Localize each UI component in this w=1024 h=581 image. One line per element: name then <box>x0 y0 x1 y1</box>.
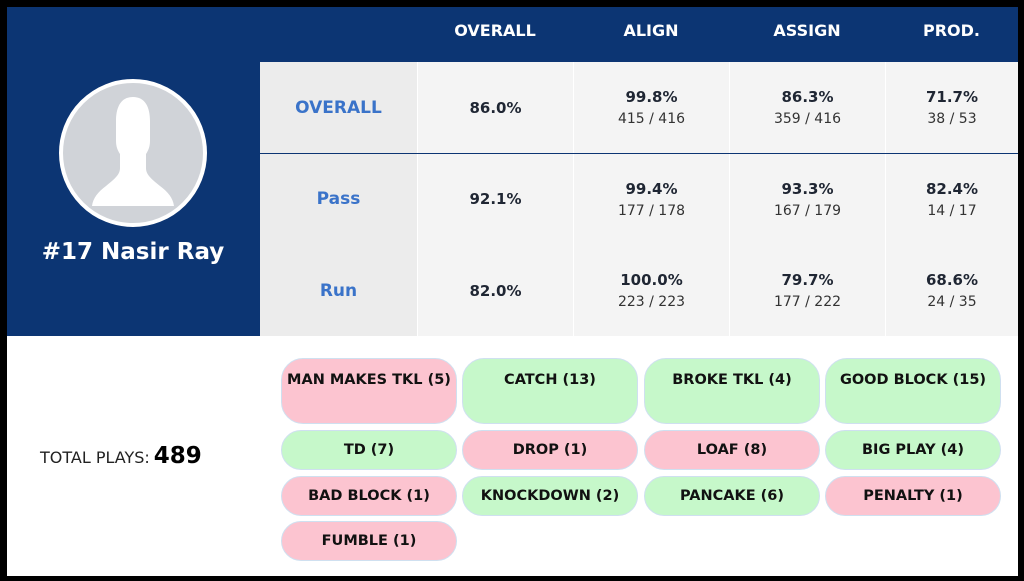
align-fraction: 415 / 416 <box>617 111 686 127</box>
total-plays-value: 489 <box>153 443 202 469</box>
row-label: Pass <box>260 153 417 245</box>
align-cell: 100.0% 223 / 223 <box>573 245 729 336</box>
assign-cell: 93.3% 167 / 179 <box>729 153 885 245</box>
tag-pos: BIG PLAY (4) <box>825 430 1001 470</box>
prod-fraction: 38 / 53 <box>927 111 977 127</box>
tag-neg: LOAF (8) <box>644 430 820 470</box>
prod-pct: 82.4% <box>925 179 979 198</box>
row-label: Run <box>260 245 417 336</box>
align-cell: 99.8% 415 / 416 <box>573 62 729 153</box>
align-pct: 99.4% <box>625 179 678 198</box>
tag-neg: MAN MAKES TKL (5) <box>281 358 457 424</box>
align-pct: 99.8% <box>625 88 678 106</box>
overall-pct: 86.0% <box>469 98 522 117</box>
align-fraction: 223 / 223 <box>617 294 686 310</box>
player-card: OVERALL ALIGN ASSIGN PROD. #17 Nasir Ray… <box>7 7 1018 576</box>
overall-pct: 82.0% <box>469 281 522 300</box>
align-fraction: 177 / 178 <box>617 202 686 219</box>
stats-panel: OVERALL ALIGN ASSIGN PROD. #17 Nasir Ray… <box>7 7 1018 336</box>
assign-cell: 79.7% 177 / 222 <box>729 245 885 336</box>
overall-cell: 86.0% <box>417 62 573 153</box>
assign-pct: 79.7% <box>781 271 834 289</box>
table-row: OVERALL 86.0% 99.8% 415 / 416 86.3% 359 / 416… <box>260 62 1018 153</box>
tag-neg: PENALTY (1) <box>825 476 1001 516</box>
tag-pos: PANCAKE (6) <box>644 476 820 516</box>
tag-neg: FUMBLE (1) <box>281 521 457 561</box>
prod-cell: 71.7% 38 / 53 <box>885 62 1018 153</box>
tag-pos: CATCH (13) <box>462 358 638 424</box>
align-cell: 99.4% 177 / 178 <box>573 153 729 245</box>
overall-pct: 92.1% <box>469 190 522 208</box>
table-row: Run 82.0% 100.0% 223 / 223 79.7% 177 / 222 68.… <box>260 245 1018 336</box>
person-silhouette-icon <box>92 97 174 206</box>
assign-fraction: 359 / 416 <box>773 111 842 127</box>
prod-fraction: 14 / 17 <box>927 202 977 219</box>
player-name: #17 Nasir Ray <box>41 239 225 265</box>
overall-cell: 82.0% <box>417 245 573 336</box>
tag-pos: KNOCKDOWN (2) <box>462 476 638 516</box>
tag-pos: TD (7) <box>281 430 457 470</box>
assign-cell: 86.3% 359 / 416 <box>729 62 885 153</box>
align-pct: 100.0% <box>620 271 683 289</box>
assign-pct: 86.3% <box>781 88 834 106</box>
tag-pos: GOOD BLOCK (15) <box>825 358 1001 424</box>
total-plays-label: TOTAL PLAYS: <box>40 448 150 467</box>
row-label: OVERALL <box>260 62 417 153</box>
col-header-assign: ASSIGN <box>773 21 841 40</box>
prod-cell: 82.4% 14 / 17 <box>885 153 1018 245</box>
col-header-align: ALIGN <box>623 21 679 40</box>
tag-neg: DROP (1) <box>462 430 638 470</box>
overall-cell: 92.1% <box>417 153 573 245</box>
prod-cell: 68.6% 24 / 35 <box>885 245 1018 336</box>
assign-fraction: 177 / 222 <box>773 294 842 310</box>
col-header-prod: PROD. <box>922 21 980 40</box>
assign-fraction: 167 / 179 <box>773 202 842 219</box>
tag-pos: BROKE TKL (4) <box>644 358 820 424</box>
avatar <box>59 79 207 227</box>
prod-pct: 71.7% <box>925 88 979 106</box>
stats-table: OVERALL 86.0% 99.8% 415 / 416 86.3% 359 / 416… <box>260 62 1018 336</box>
prod-pct: 68.6% <box>925 271 979 289</box>
prod-fraction: 24 / 35 <box>927 294 977 310</box>
col-header-overall: OVERALL <box>454 21 536 40</box>
total-plays: TOTAL PLAYS: 489 <box>40 443 202 469</box>
tag-neg: BAD BLOCK (1) <box>281 476 457 516</box>
table-row: Pass 92.1% 99.4% 177 / 178 93.3% 167 / 179 82.… <box>260 153 1018 245</box>
assign-pct: 93.3% <box>781 179 834 198</box>
